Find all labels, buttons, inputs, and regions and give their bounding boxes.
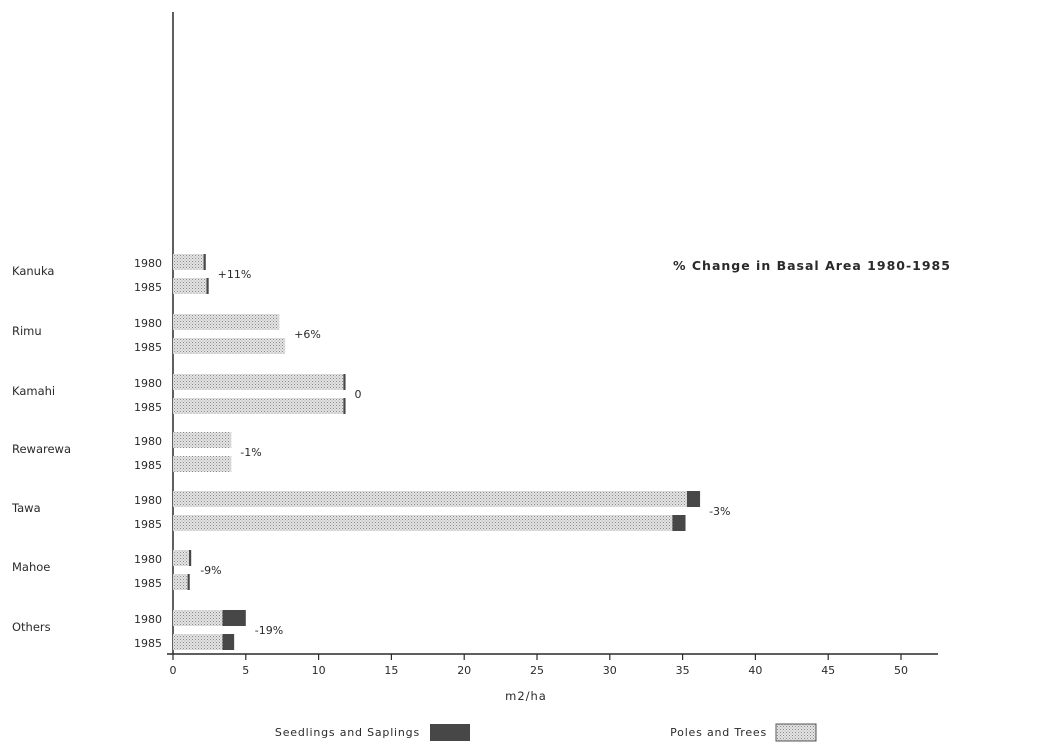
x-tick-label: 35 (676, 664, 690, 677)
change-label: +11% (218, 268, 252, 281)
year-label: 1985 (134, 518, 162, 531)
bar-seedlings (189, 550, 192, 566)
year-label: 1980 (134, 553, 162, 566)
x-tick-label: 15 (384, 664, 398, 677)
species-label: Tawa (11, 501, 41, 515)
bar-poles (173, 278, 207, 294)
species-label: Rewarewa (12, 442, 71, 456)
year-label: 1985 (134, 577, 162, 590)
change-label: -19% (255, 624, 283, 637)
bar-poles (173, 398, 344, 414)
bar-poles (173, 338, 286, 354)
year-label: 1980 (134, 494, 162, 507)
species-label: Kanuka (12, 264, 54, 278)
bar-seedlings (686, 491, 701, 507)
year-label: 1980 (134, 377, 162, 390)
species-label: Kamahi (12, 384, 55, 398)
change-label: -1% (240, 446, 261, 459)
bar-poles (173, 456, 232, 472)
x-tick-label: 40 (748, 664, 762, 677)
x-tick-label: 30 (603, 664, 617, 677)
legend: Seedlings and Saplings Poles and Trees (275, 723, 817, 742)
bar-poles (173, 634, 223, 650)
bar-seedlings (187, 574, 190, 590)
x-tick-label: 25 (530, 664, 544, 677)
change-label: -3% (709, 505, 730, 518)
legend-label-poles: Poles and Trees (670, 726, 767, 739)
bar-seedlings (672, 515, 686, 531)
legend-label-seedlings: Seedlings and Saplings (275, 726, 420, 739)
species-label: Rimu (12, 324, 42, 338)
change-label: -9% (200, 564, 221, 577)
year-label: 1980 (134, 317, 162, 330)
legend-swatch-poles (775, 723, 817, 742)
bar-seedlings (203, 254, 206, 270)
bar-poles (173, 374, 344, 390)
x-axis-label: m2/ha (505, 689, 547, 703)
year-label: 1985 (134, 637, 162, 650)
bar-poles (173, 254, 204, 270)
year-label: 1980 (134, 435, 162, 448)
bar-poles (173, 432, 232, 448)
x-tick-label: 0 (170, 664, 177, 677)
bar-poles (173, 515, 673, 531)
change-label: +6% (294, 328, 321, 341)
bar-seedlings (343, 374, 346, 390)
bar-seedlings (222, 610, 246, 626)
legend-swatch-seedlings (430, 724, 470, 741)
species-label: Others (12, 620, 51, 634)
year-label: 1985 (134, 341, 162, 354)
x-tick-label: 45 (821, 664, 835, 677)
year-label: 1985 (134, 459, 162, 472)
bar-poles (173, 550, 190, 566)
bar-seedlings (206, 278, 209, 294)
x-tick-label: 20 (457, 664, 471, 677)
bar-poles (173, 314, 280, 330)
x-tick-label: 5 (242, 664, 249, 677)
year-label: 1980 (134, 257, 162, 270)
bar-poles (173, 610, 223, 626)
year-label: 1985 (134, 281, 162, 294)
bar-seedlings (222, 634, 235, 650)
change-label: 0 (355, 388, 362, 401)
x-tick-label: 50 (894, 664, 908, 677)
x-tick-label: 10 (312, 664, 326, 677)
bar-poles (173, 574, 188, 590)
year-label: 1985 (134, 401, 162, 414)
bar-poles (173, 491, 687, 507)
bar-seedlings (343, 398, 346, 414)
chart-title: % Change in Basal Area 1980-1985 (673, 258, 951, 273)
species-label: Mahoe (12, 560, 50, 574)
year-label: 1980 (134, 613, 162, 626)
